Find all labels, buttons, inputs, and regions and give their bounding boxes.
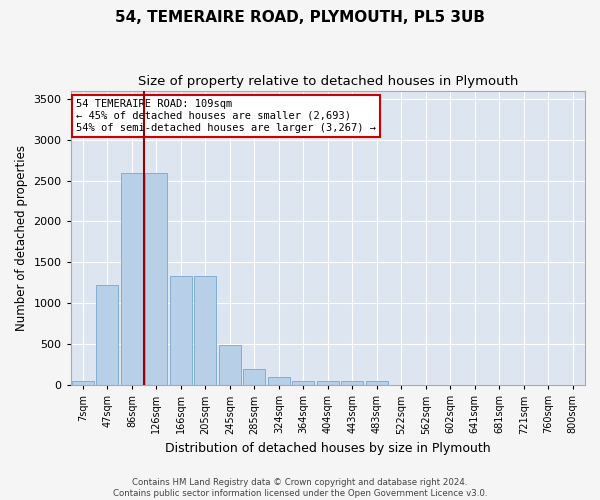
Bar [317, 380, 339, 385]
Bar [268, 377, 290, 385]
Bar [244, 369, 265, 385]
Bar [366, 380, 388, 385]
Bar [219, 345, 241, 385]
Text: 54 TEMERAIRE ROAD: 109sqm
← 45% of detached houses are smaller (2,693)
54% of se: 54 TEMERAIRE ROAD: 109sqm ← 45% of detac… [76, 100, 376, 132]
Bar [194, 276, 217, 385]
Title: Size of property relative to detached houses in Plymouth: Size of property relative to detached ho… [137, 75, 518, 88]
Bar [341, 380, 364, 385]
Bar [170, 276, 192, 385]
Y-axis label: Number of detached properties: Number of detached properties [15, 145, 28, 331]
Bar [72, 380, 94, 385]
Bar [97, 286, 118, 385]
Bar [145, 173, 167, 385]
Bar [292, 380, 314, 385]
Text: 54, TEMERAIRE ROAD, PLYMOUTH, PL5 3UB: 54, TEMERAIRE ROAD, PLYMOUTH, PL5 3UB [115, 10, 485, 25]
Text: Contains HM Land Registry data © Crown copyright and database right 2024.
Contai: Contains HM Land Registry data © Crown c… [113, 478, 487, 498]
X-axis label: Distribution of detached houses by size in Plymouth: Distribution of detached houses by size … [165, 442, 491, 455]
Bar [121, 173, 143, 385]
